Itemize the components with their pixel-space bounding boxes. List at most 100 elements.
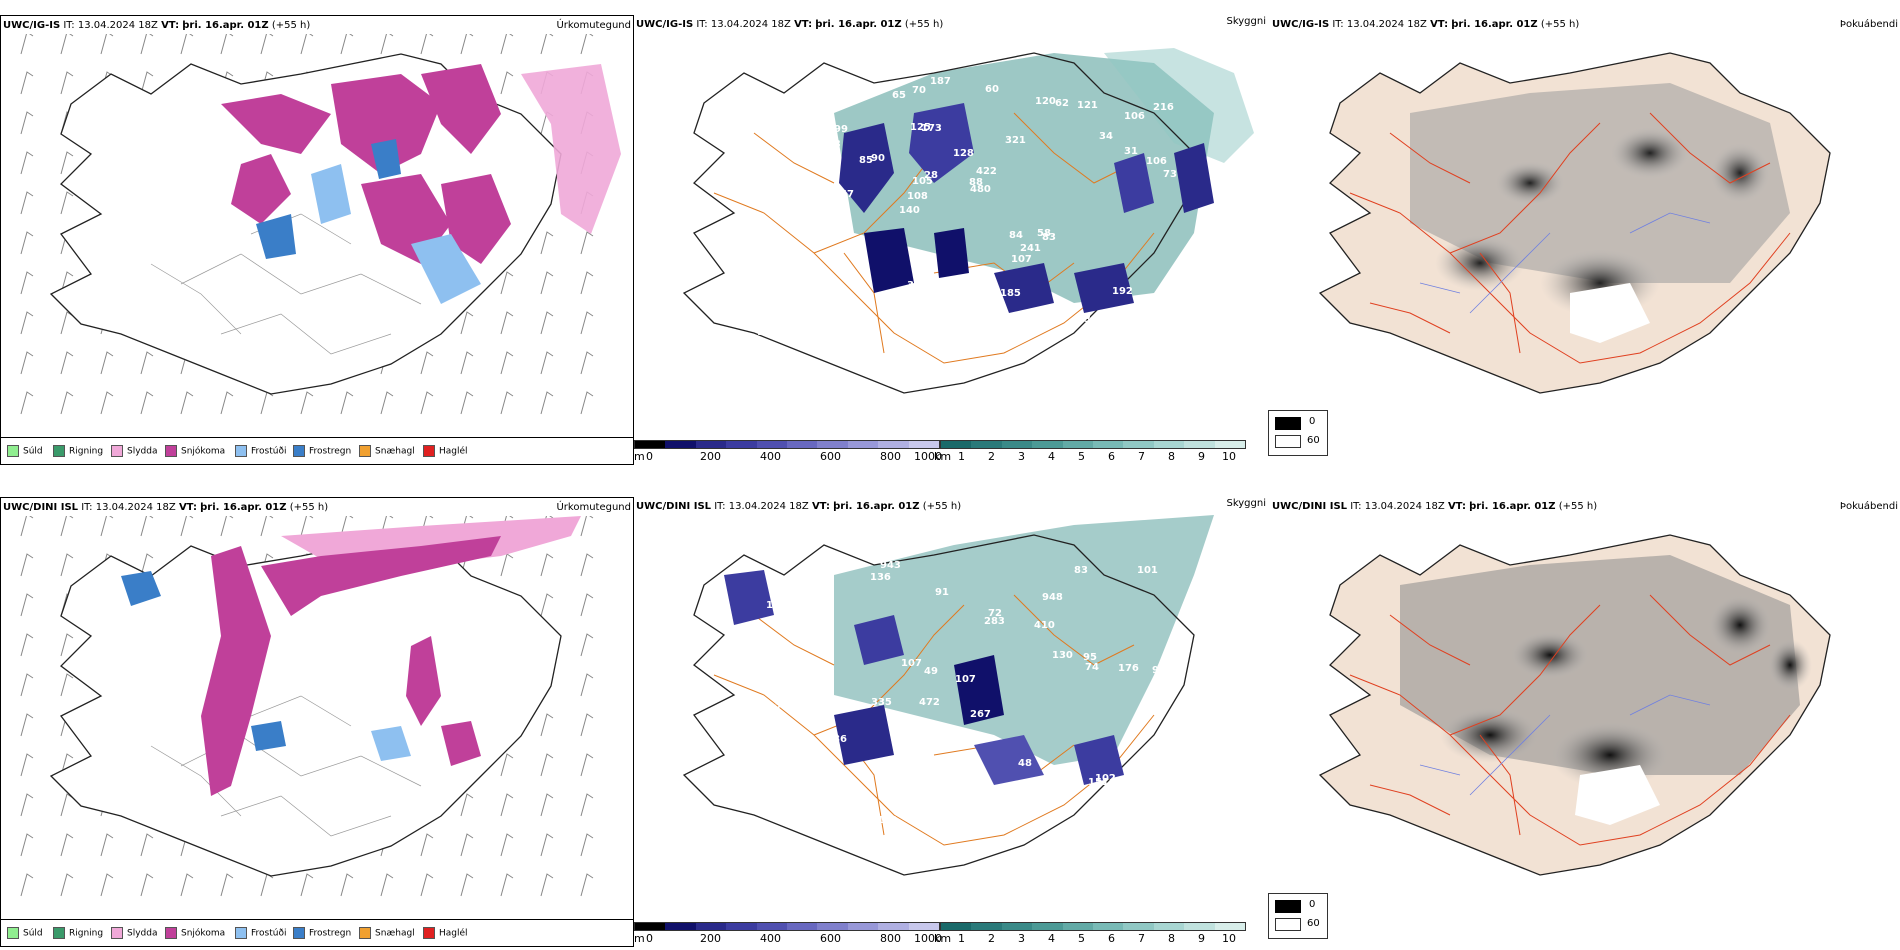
- panel-header: UWC/IG-IS IT: 13.04.2024 18Z VT: þri. 16…: [3, 19, 633, 35]
- wind-barb: [500, 793, 514, 817]
- colorbar-swatch: [847, 923, 879, 930]
- visibility-value: 130: [1052, 650, 1073, 661]
- wind-barb: [100, 873, 114, 897]
- vt-value: þri. 16.apr. 01Z: [815, 19, 902, 30]
- colorbar-swatch: [878, 923, 909, 930]
- legend-label: Frostregn: [309, 446, 352, 457]
- wind-barb: [140, 833, 154, 857]
- wind-barb: [20, 516, 34, 537]
- visibility-value: 332: [1117, 314, 1138, 325]
- wind-barb: [180, 391, 194, 415]
- colorbar-swatch: [1062, 923, 1094, 930]
- model-name: UWC/DINI ISL: [3, 502, 79, 513]
- fog-panel-row1: UWC/IG-IS IT: 13.04.2024 18Z VT: þri. 16…: [1270, 15, 1900, 465]
- visibility-value: 187: [930, 76, 951, 87]
- it-label: IT:: [1332, 19, 1344, 30]
- visibility-value: 74: [820, 278, 834, 289]
- wind-barb: [60, 516, 74, 537]
- fog-map: [1318, 52, 1831, 394]
- wind-barb: [20, 793, 34, 817]
- it-label: IT:: [714, 501, 726, 512]
- visibility-value: 31: [1124, 146, 1138, 157]
- wind-barb: [500, 351, 514, 375]
- wind-barb: [460, 34, 474, 55]
- legend-swatch: [293, 445, 305, 457]
- visibility-value: 85: [859, 155, 873, 166]
- visibility-value: 95: [1083, 652, 1097, 663]
- precip-map: [20, 34, 621, 415]
- colorbar-swatch: [1123, 923, 1154, 930]
- legend-item-snjokoma: Snjókoma: [165, 445, 225, 457]
- visibility-colorbar-m: m 0 200 400 600 800 1000: [634, 440, 942, 465]
- vt-label: VT:: [161, 20, 180, 31]
- wind-barb: [300, 873, 314, 897]
- wind-barb: [580, 391, 594, 415]
- colorbar-m-tick: 800: [880, 932, 901, 945]
- lead-time: (+55 h): [1540, 19, 1580, 30]
- visibility-value: 90: [871, 153, 885, 164]
- visibility-value: 106: [1146, 156, 1167, 167]
- it-value: 13.04.2024 18Z: [1364, 501, 1445, 512]
- it-label: IT:: [81, 502, 93, 513]
- visibility-value: 73: [1163, 169, 1177, 180]
- wind-barb: [540, 553, 554, 577]
- wind-barb: [540, 833, 554, 857]
- colorbar-km-tick: 1: [958, 932, 965, 945]
- legend-item-sudl: Súld: [7, 927, 43, 939]
- visibility-value: 241: [1020, 243, 1041, 254]
- colorbar-km-unit: km: [934, 932, 952, 945]
- colorbar-km-unit: km: [934, 450, 952, 463]
- visibility-value: 74: [1085, 662, 1099, 673]
- it-label: IT:: [696, 19, 708, 30]
- wind-barb: [180, 34, 194, 55]
- wind-barb: [20, 633, 34, 657]
- visibility-value: 267: [970, 709, 991, 720]
- panel-header: UWC/DINI ISL IT: 13.04.2024 18Z VT: þri.…: [1272, 500, 1900, 516]
- visibility-value: 137: [915, 289, 936, 300]
- colorbar-swatch: [1001, 441, 1033, 448]
- wind-barb: [500, 311, 514, 335]
- wind-barb: [100, 351, 114, 375]
- wind-barb: [60, 151, 74, 175]
- visibility-value: 410: [1034, 620, 1055, 631]
- visibility-value: 158: [986, 814, 1007, 825]
- wind-barb: [580, 311, 594, 335]
- colorbar-m-swatches: [634, 922, 940, 931]
- model-name: UWC/IG-IS: [636, 19, 694, 30]
- wind-barb: [20, 593, 34, 617]
- colorbar-m-tick: 800: [880, 450, 901, 463]
- wind-barb: [260, 391, 274, 415]
- wind-barb: [500, 34, 514, 55]
- wind-barb: [260, 516, 274, 537]
- wind-barb: [580, 231, 594, 255]
- colorbar-km-tick: 9: [1198, 450, 1205, 463]
- wind-barb: [460, 833, 474, 857]
- wind-barb: [140, 351, 154, 375]
- colorbar-swatch: [1214, 441, 1246, 448]
- visibility-value: 99: [956, 328, 970, 339]
- fog-legend-top: 0: [1309, 416, 1316, 427]
- visibility-value: 176: [835, 311, 856, 322]
- visibility-values: 3327310614032114012512810690125981734228…: [750, 76, 1177, 343]
- fog-legend-black: [1275, 417, 1301, 430]
- wind-barb: [580, 516, 594, 537]
- visibility-value: 140: [795, 318, 816, 329]
- panel-header: UWC/IG-IS IT: 13.04.2024 18Z VT: þri. 16…: [1272, 18, 1900, 34]
- wind-barb: [340, 516, 354, 537]
- model-name: UWC/IG-IS: [1272, 19, 1330, 30]
- legend-label: Snæhagl: [375, 446, 415, 457]
- wind-barb: [540, 753, 554, 777]
- legend-item-frostregn: Frostregn: [293, 927, 351, 939]
- visibility-value: 79: [837, 261, 851, 272]
- lead-time: (+55 h): [904, 19, 944, 30]
- visibility-value: 72: [805, 750, 819, 761]
- colorbar-swatch: [726, 923, 757, 930]
- legend-label: Snjókoma: [181, 928, 226, 939]
- colorbar-swatch: [635, 441, 666, 448]
- wind-barb: [60, 873, 74, 897]
- vt-value: þri. 16.apr. 01Z: [1469, 501, 1556, 512]
- colorbar-km-tick: 10: [1222, 450, 1236, 463]
- wind-barb: [540, 311, 554, 335]
- visibility-value: 48: [1018, 758, 1032, 769]
- visibility-value: 345: [1084, 314, 1105, 325]
